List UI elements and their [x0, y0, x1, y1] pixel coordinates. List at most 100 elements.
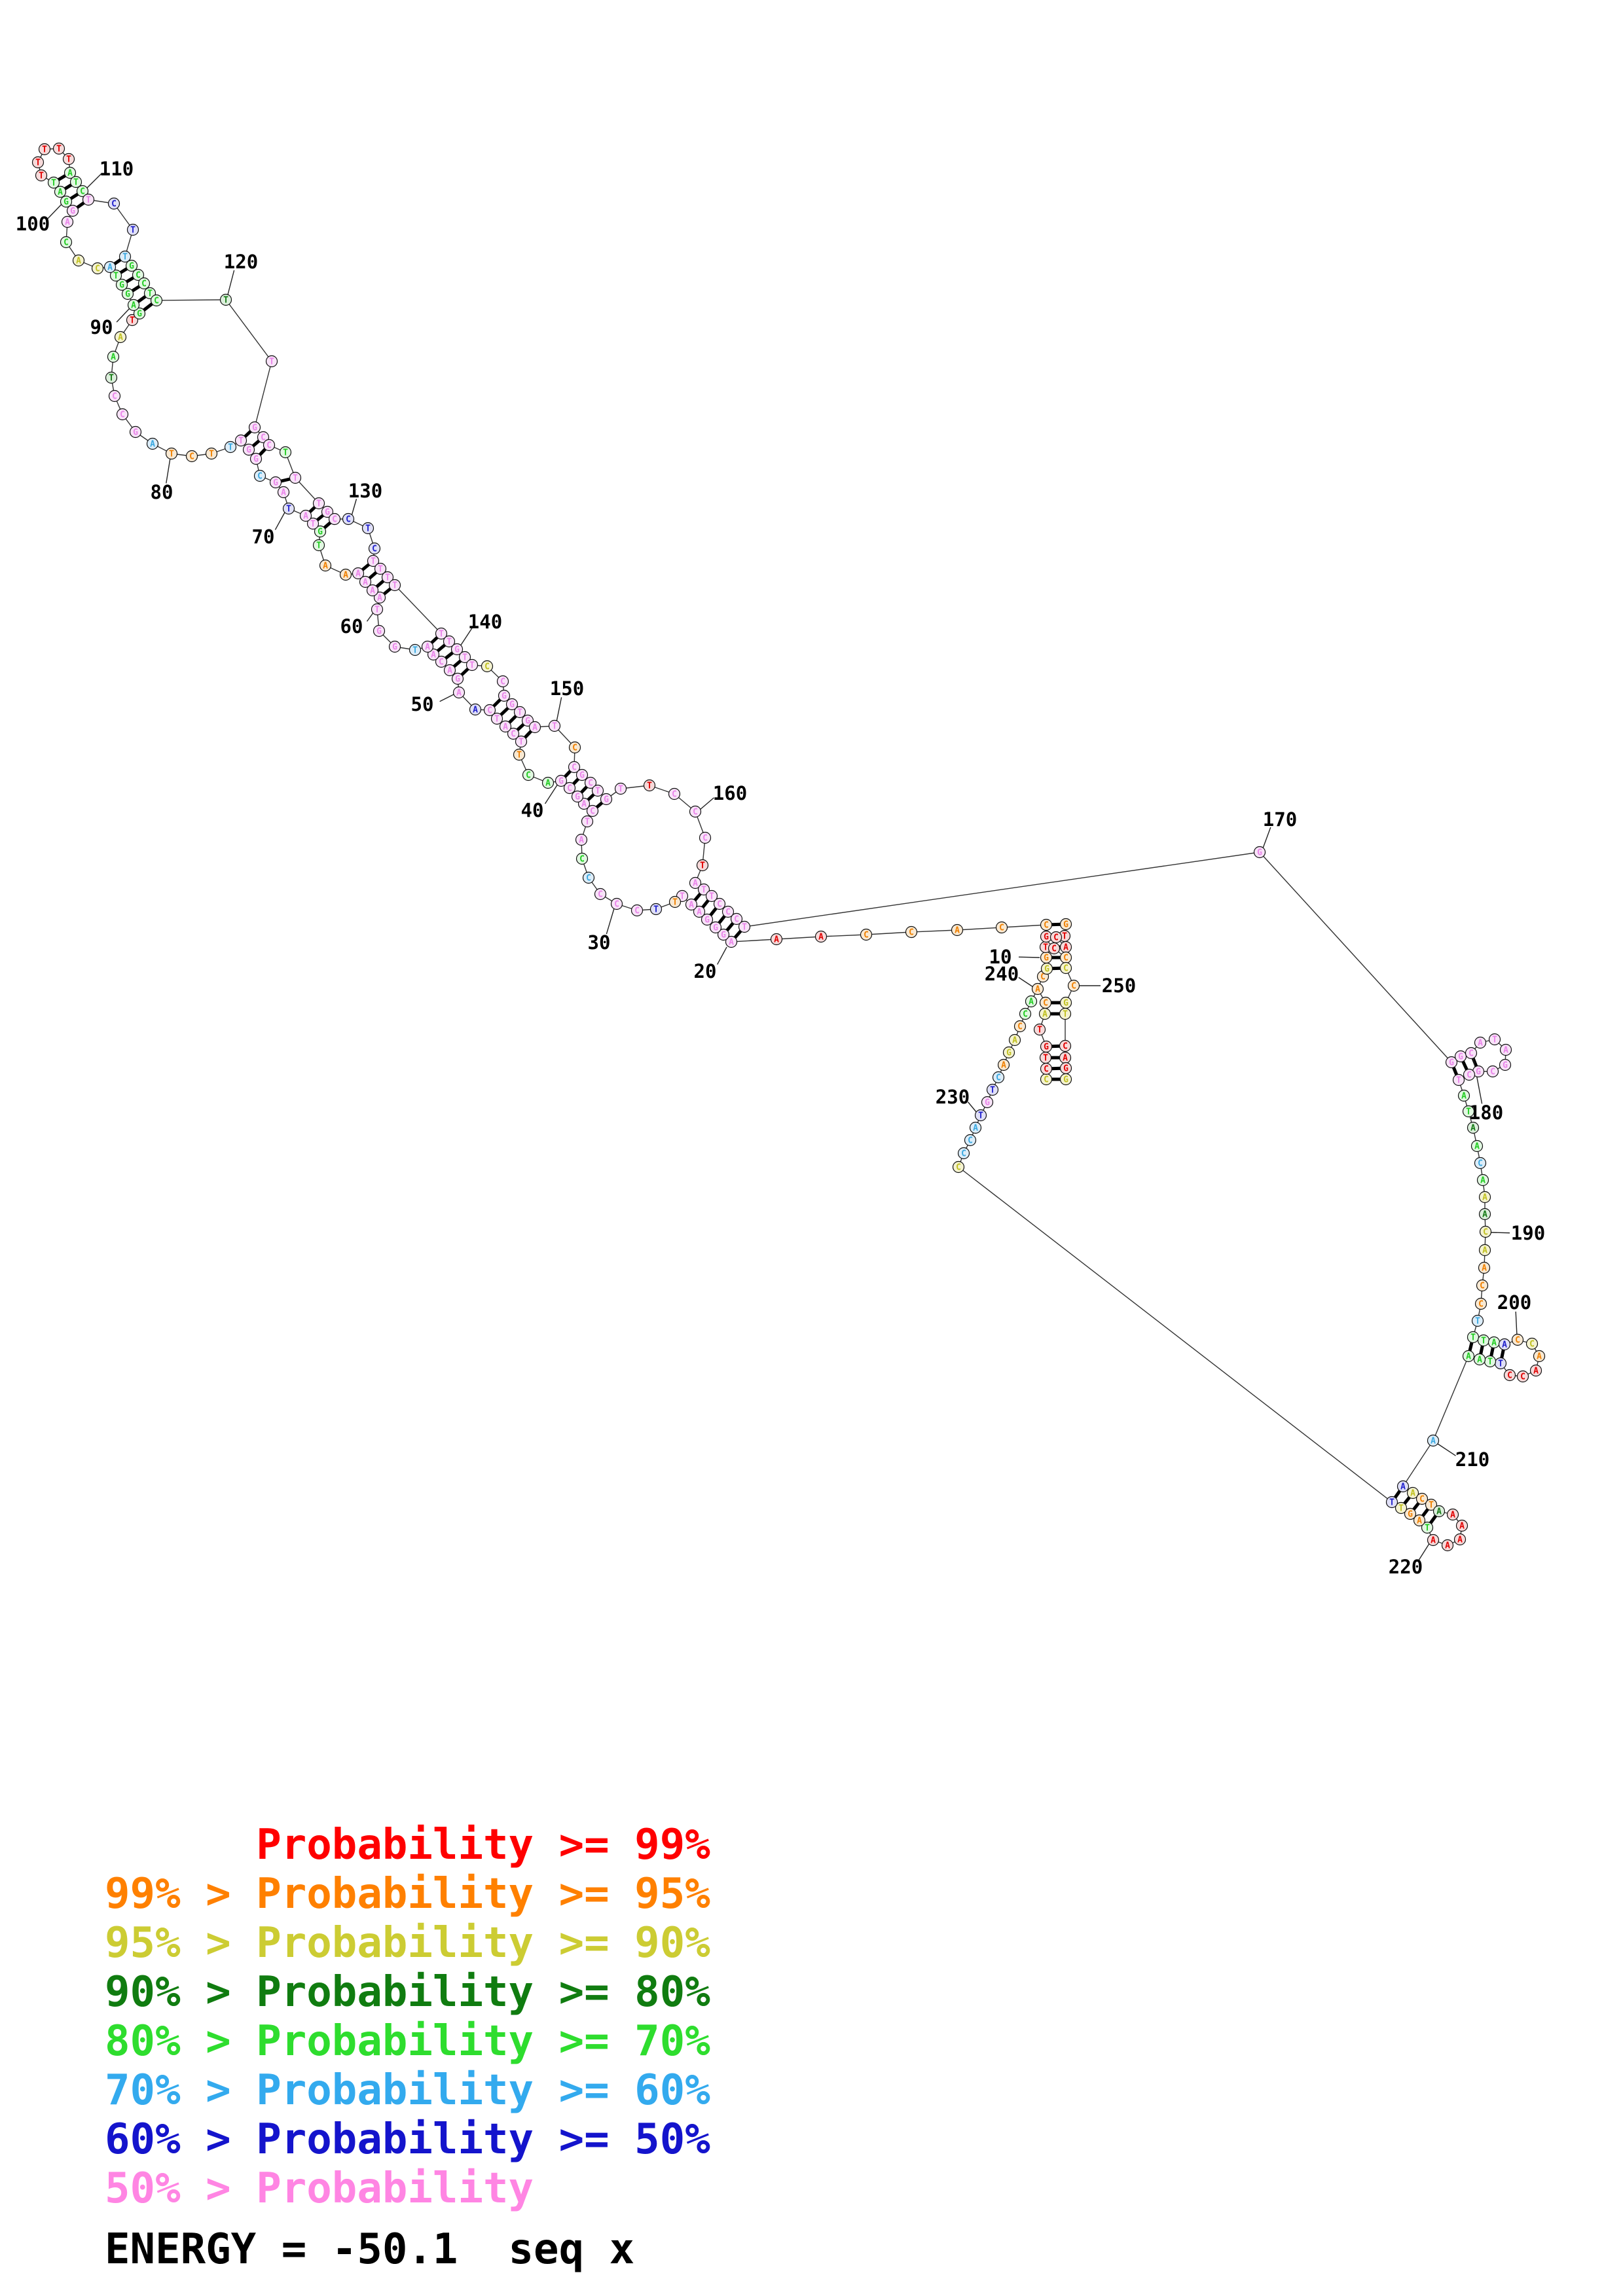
- nucleotide-letter: C: [672, 790, 677, 800]
- nucleotide-letter: T: [1389, 1498, 1395, 1508]
- nucleotide: [483, 704, 496, 717]
- nucleotide-letter: A: [356, 569, 361, 579]
- nucleotide: [1471, 1314, 1484, 1327]
- nucleotide: [1478, 1261, 1491, 1274]
- position-label: 90: [90, 316, 113, 338]
- nucleotide-letter: A: [363, 578, 368, 588]
- position-label: 50: [411, 693, 434, 715]
- nucleotide: [1533, 1350, 1546, 1363]
- nucleotide-letter: C: [1051, 944, 1057, 954]
- position-label: 110: [100, 158, 134, 180]
- nucleotide-letter: A: [1012, 1036, 1017, 1046]
- nucleotide-letter: G: [579, 771, 585, 781]
- nucleotide-letter: T: [56, 145, 62, 154]
- nucleotide-letter: C: [1478, 1159, 1483, 1169]
- label-leader-line: [699, 797, 714, 811]
- nucleotide-letter: C: [1520, 1372, 1525, 1382]
- nucleotide-letter: G: [1044, 1043, 1049, 1052]
- nucleotide: [282, 502, 295, 515]
- nucleotide: [1479, 1225, 1492, 1238]
- nucleotide: [600, 793, 613, 806]
- nucleotide: [1040, 918, 1053, 931]
- nucleotide-letter: T: [1456, 1076, 1461, 1086]
- nucleotide-letter: A: [697, 908, 702, 918]
- nucleotide: [1525, 1337, 1539, 1350]
- nucleotide-letter: A: [425, 643, 430, 653]
- legend-line: 90% > Probability >= 80%: [105, 1968, 710, 2017]
- nucleotide-letter: A: [1470, 1124, 1476, 1134]
- nucleotide: [957, 1147, 970, 1160]
- nucleotide-letter: T: [1425, 1524, 1430, 1534]
- nucleotide-letter: T: [371, 557, 376, 567]
- nucleotide: [1529, 1364, 1542, 1377]
- position-label: 250: [1102, 975, 1136, 997]
- legend-line: Probability >= 99%: [105, 1821, 710, 1869]
- nucleotide: [1067, 979, 1080, 992]
- nucleotide: [563, 781, 576, 795]
- nucleotide-letter: C: [141, 279, 147, 289]
- position-label: 240: [985, 963, 1019, 985]
- label-leader-line: [366, 611, 374, 622]
- nucleotide: [367, 554, 380, 567]
- nucleotide-letter: G: [558, 777, 564, 787]
- nucleotide-letter: G: [119, 281, 124, 291]
- nucleotide-letter: C: [1023, 1010, 1028, 1020]
- nucleotide: [689, 805, 702, 818]
- nucleotide-letter: T: [378, 565, 383, 575]
- nucleotide-letter: T: [990, 1086, 995, 1096]
- nucleotide-letter: T: [709, 892, 714, 902]
- nucleotide-letter: C: [961, 1149, 966, 1159]
- nucleotide: [279, 446, 292, 459]
- nucleotide-letter: A: [1482, 1246, 1487, 1256]
- backbone-link: [1001, 924, 1047, 928]
- nucleotide-letter: A: [693, 879, 698, 889]
- nucleotide: [1498, 1338, 1511, 1351]
- nucleotide: [614, 782, 627, 795]
- nucleotide-letter: C: [586, 874, 591, 884]
- position-label: 140: [468, 611, 502, 633]
- nucleotide-letter: A: [1491, 1338, 1497, 1348]
- nucleotide: [1486, 1065, 1499, 1078]
- nucleotide-letter: C: [909, 928, 914, 938]
- nucleotide: [126, 223, 139, 236]
- position-label: 130: [348, 480, 382, 502]
- position-label: 10: [989, 946, 1012, 968]
- backbone-link: [225, 299, 272, 362]
- nucleotide-letter: C: [572, 744, 577, 753]
- nucleotide: [582, 871, 595, 884]
- nucleotide-letter: C: [588, 779, 593, 789]
- nucleotide-letter: T: [392, 581, 397, 591]
- nucleotide-letter: C: [1529, 1340, 1535, 1350]
- nucleotide: [64, 166, 77, 179]
- nucleotide-letter: T: [385, 573, 390, 583]
- nucleotide: [1040, 1040, 1053, 1053]
- nucleotide: [513, 748, 526, 761]
- nucleotide-letter: C: [864, 931, 869, 941]
- nucleotide: [1425, 1498, 1438, 1511]
- nucleotide: [581, 815, 594, 828]
- nucleotide: [132, 268, 145, 281]
- nucleotide-letter: C: [266, 441, 272, 451]
- nucleotide-letter: A: [579, 836, 584, 846]
- nucleotide-letter: C: [1071, 982, 1076, 992]
- nucleotide-letter: T: [552, 722, 557, 732]
- nucleotide-letter: A: [473, 706, 478, 715]
- label-leader-line: [166, 457, 171, 484]
- nucleotide: [721, 905, 735, 918]
- position-label: 70: [252, 526, 275, 548]
- nucleotide-letter: T: [742, 923, 747, 933]
- nucleotide-letter: C: [702, 834, 708, 844]
- position-label: 180: [1469, 1102, 1503, 1124]
- nucleotide: [115, 278, 128, 291]
- nucleotide-letter: G: [64, 198, 69, 207]
- position-label: 30: [588, 931, 611, 954]
- label-leader-line: [460, 628, 473, 647]
- nucleotide: [373, 591, 386, 604]
- nucleotide-letter: G: [501, 692, 507, 702]
- nucleotide: [1446, 1508, 1459, 1521]
- nucleotide: [951, 924, 964, 937]
- nucleotide: [421, 640, 434, 653]
- nucleotide: [450, 643, 464, 656]
- nucleotide-letter: C: [579, 855, 585, 865]
- nucleotide: [224, 440, 237, 454]
